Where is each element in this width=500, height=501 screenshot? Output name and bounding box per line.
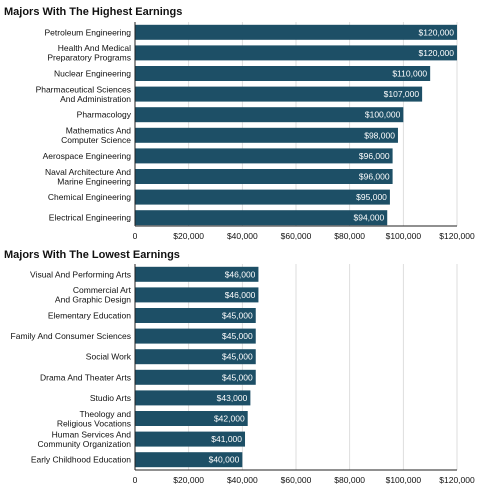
- bar: [135, 210, 388, 226]
- bar: [135, 287, 259, 303]
- bar-value-label: $107,000: [384, 89, 420, 99]
- category-label: Social Work: [86, 352, 132, 362]
- bar-value-label: $95,000: [356, 192, 387, 202]
- bar: [135, 86, 423, 102]
- bar-value-label: $45,000: [222, 331, 253, 341]
- bar-value-label: $100,000: [365, 110, 401, 120]
- bar: [135, 148, 393, 164]
- bar-value-label: $42,000: [214, 414, 245, 424]
- x-tick-label: $40,000: [227, 231, 258, 241]
- x-tick-label: $60,000: [281, 475, 312, 485]
- chart-title: Majors With The Highest Earnings: [4, 6, 182, 18]
- category-label: Health And Medical Preparatory Programs: [47, 43, 131, 63]
- bar-value-label: $98,000: [364, 130, 395, 140]
- bar-value-label: $45,000: [222, 352, 253, 362]
- bar-value-label: $41,000: [211, 434, 242, 444]
- bar: [135, 390, 251, 406]
- x-tick-label: $60,000: [281, 231, 312, 241]
- category-label: Theology and Religious Vocations: [57, 409, 131, 429]
- bar: [135, 66, 431, 81]
- bar: [135, 349, 256, 365]
- x-tick-label: $100,000: [386, 475, 422, 485]
- x-tick-label: $20,000: [173, 231, 204, 241]
- bar-value-label: $94,000: [353, 213, 384, 223]
- bar: [135, 45, 457, 61]
- bar-value-label: $120,000: [419, 27, 455, 37]
- bar-value-label: $40,000: [209, 455, 240, 465]
- category-label: Commercial Art And Graphic Design: [55, 285, 132, 305]
- category-label: Family And Consumer Sciences: [11, 331, 131, 341]
- x-tick-label: $120,000: [439, 231, 475, 241]
- bar: [135, 369, 256, 385]
- chart-panel-1: Majors With The Highest Earnings $120,000…: [4, 6, 475, 241]
- category-label: Drama And Theater Arts: [40, 372, 131, 382]
- bar-value-label: $96,000: [359, 172, 390, 182]
- category-label: Naval Architecture And Marine Engineering: [45, 167, 131, 187]
- category-label: Human Services And Community Organization: [37, 429, 131, 449]
- bar-value-label: $45,000: [222, 311, 253, 321]
- bar-value-label: $110,000: [392, 69, 427, 79]
- category-label: Petroleum Engineering: [45, 27, 132, 37]
- x-tick-label: $80,000: [334, 475, 365, 485]
- bar: [135, 308, 256, 323]
- chart-title: Majors With The Lowest Earnings: [4, 249, 180, 261]
- x-tick-label: $120,000: [439, 475, 475, 485]
- category-label: Pharmacology: [77, 110, 132, 120]
- category-label: Chemical Engineering: [48, 192, 131, 202]
- bar: [135, 107, 404, 123]
- category-label: Studio Arts: [90, 393, 131, 403]
- x-tick-label: $40,000: [227, 475, 258, 485]
- bar: [135, 189, 390, 205]
- bar: [135, 411, 248, 426]
- chart-panel-2: Majors With The Lowest Earnings $46,000 Vi…: [4, 249, 475, 485]
- category-label: Aerospace Engineering: [43, 151, 132, 161]
- x-tick-label: $100,000: [386, 231, 422, 241]
- bar: [135, 127, 398, 143]
- category-label: Electrical Engineering: [49, 213, 131, 223]
- bar-value-label: $45,000: [222, 372, 253, 382]
- x-tick-label: 0: [133, 231, 138, 241]
- bar-value-label: $96,000: [359, 151, 390, 161]
- category-label: Mathematics And Computer Science: [61, 126, 131, 146]
- category-label: Nuclear Engineering: [54, 69, 131, 79]
- bar: [135, 452, 243, 468]
- bar: [135, 328, 256, 344]
- bar: [135, 24, 457, 40]
- category-label: Visual And Performing Arts: [30, 269, 131, 279]
- bar-value-label: $120,000: [419, 48, 455, 58]
- bar: [135, 431, 246, 447]
- category-label: Elementary Education: [48, 311, 131, 321]
- x-tick-label: 0: [133, 475, 138, 485]
- category-label: Pharmaceutical Sciences And Administratio…: [36, 84, 132, 104]
- bar-value-label: $46,000: [225, 269, 256, 279]
- x-tick-label: $80,000: [334, 231, 365, 241]
- bar-value-label: $43,000: [217, 393, 248, 403]
- x-tick-label: $20,000: [173, 475, 204, 485]
- bar-value-label: $46,000: [225, 290, 256, 300]
- bar: [135, 169, 393, 184]
- bar: [135, 266, 259, 282]
- category-label: Early Childhood Education: [31, 455, 131, 465]
